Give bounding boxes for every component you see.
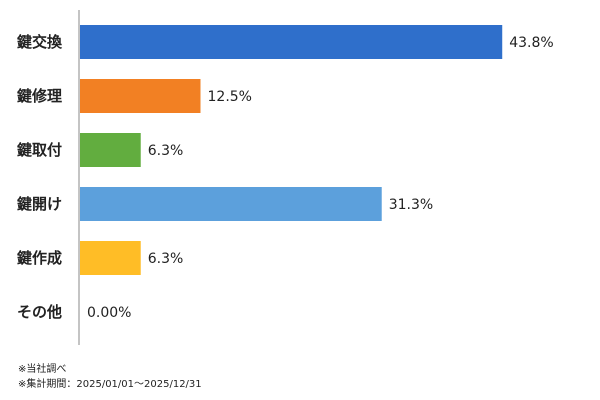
- data-label: 31.3%: [389, 197, 433, 213]
- category-label: 鍵取付: [17, 141, 62, 159]
- bar: [80, 25, 503, 59]
- category-label: 鍵作成: [17, 249, 62, 267]
- category-label: 鍵開け: [17, 195, 62, 213]
- bar: [80, 187, 382, 221]
- category-label: 鍵修理: [17, 87, 62, 105]
- data-label: 0.00%: [87, 305, 131, 321]
- bars-group: 鍵交換 43.8% 鍵修理 12.5% 鍵取付 6.3% 鍵開け 31.3% 鍵作成 6.3% その…: [17, 25, 554, 321]
- source-note: ※当社調べ: [18, 364, 67, 375]
- category-label: その他: [17, 303, 62, 321]
- period-note: ※集計期間：2025/01/01～2025/12/31: [18, 379, 202, 390]
- data-label: 6.3%: [148, 143, 184, 159]
- data-label: 43.8%: [509, 35, 553, 51]
- category-label: 鍵交換: [17, 33, 63, 51]
- data-label: 12.5%: [208, 89, 252, 105]
- bar: [80, 79, 201, 113]
- bar: [80, 241, 141, 275]
- data-label: 6.3%: [148, 251, 184, 267]
- footnotes: ※当社調べ ※集計期間：2025/01/01～2025/12/31: [18, 362, 202, 392]
- bar: [80, 133, 141, 167]
